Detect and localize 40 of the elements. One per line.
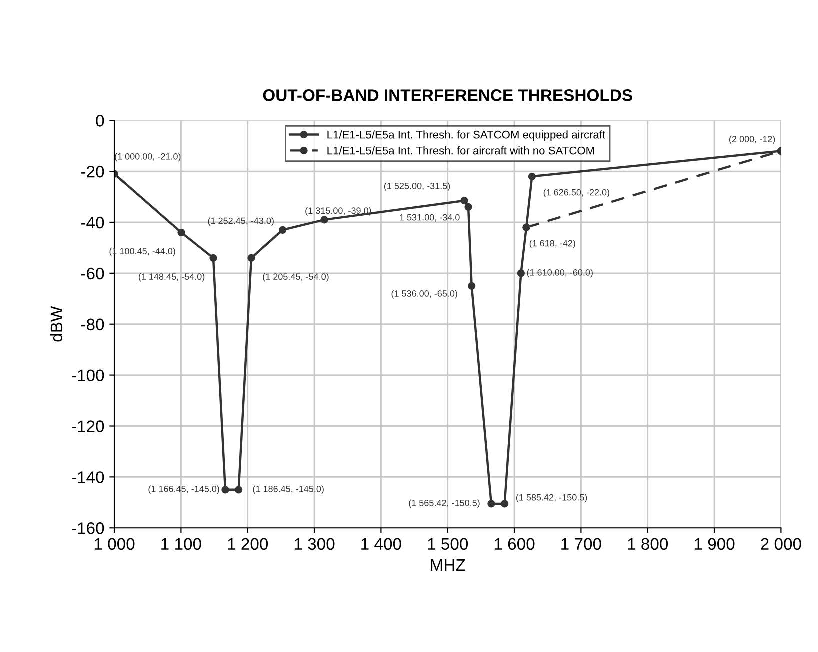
y-tick-label: -120 (72, 420, 104, 432)
y-tick-label: -40 (81, 216, 104, 229)
annotation: (1 565.42, -150.5) (409, 500, 480, 508)
annotation: (1 626.50, -22.0) (544, 189, 610, 198)
x-tick-label: 1 400 (362, 538, 402, 550)
annotation: (1 585.42, -150.5) (516, 494, 588, 503)
x-tick-label: 1 700 (562, 538, 602, 550)
annotation: (1 166.45, -145.0) (148, 486, 220, 494)
y-axis-title: dBW (50, 306, 63, 342)
y-tick-label: -160 (72, 522, 104, 534)
annotation: (1 000.00, -21.0) (115, 153, 181, 162)
annotation: (1 536.00, -65.0) (392, 290, 458, 299)
annotation: (2 000, -12) (730, 136, 776, 144)
legend-label: L1/E1-L5/E5a Int. Thresh. for aircraft with no SATCOM (328, 146, 594, 155)
x-tick-label: 1 100 (162, 538, 202, 550)
annotation: (1 205.45, -54.0) (263, 273, 329, 282)
y-tick-label: -80 (81, 318, 104, 331)
x-tick-label: 1 500 (428, 538, 468, 550)
y-tick-label: -20 (81, 166, 104, 178)
annotation: (1 618, -42) (530, 240, 576, 248)
annotation: (1 610.00, -60.0) (527, 269, 593, 278)
annotation: 1 531.00, -34.0 (400, 214, 460, 222)
x-tick-label: 1 600 (494, 538, 535, 550)
x-tick-label: 2 000 (761, 538, 802, 550)
annotation: (1 252.45, -43.0) (208, 218, 274, 226)
y-tick-label: -100 (72, 370, 104, 382)
annotation: (1 148.45, -54.0) (138, 273, 205, 282)
y-tick-label: -140 (72, 472, 104, 484)
annotation: (1 186.45, -145.0) (253, 486, 324, 494)
x-tick-label: 1 300 (294, 538, 335, 550)
y-tick-label: 0 (96, 115, 104, 127)
x-tick-label: 1 200 (228, 538, 268, 550)
chart-title: OUT-OF-BAND INTERFERENCE THRESHOLDS (263, 90, 632, 102)
x-tick-label: 1 900 (694, 538, 735, 550)
y-tick-label: -60 (81, 268, 104, 280)
x-axis-title: MHZ (431, 560, 466, 572)
x-tick-label: 1 800 (628, 538, 668, 550)
legend-label: L1/E1-L5/E5a Int. Thresh. for SATCOM equipped aircraft (328, 130, 606, 141)
x-tick-label: 1 000 (94, 538, 135, 550)
annotation: (1 525.00, -31.5) (384, 182, 450, 192)
